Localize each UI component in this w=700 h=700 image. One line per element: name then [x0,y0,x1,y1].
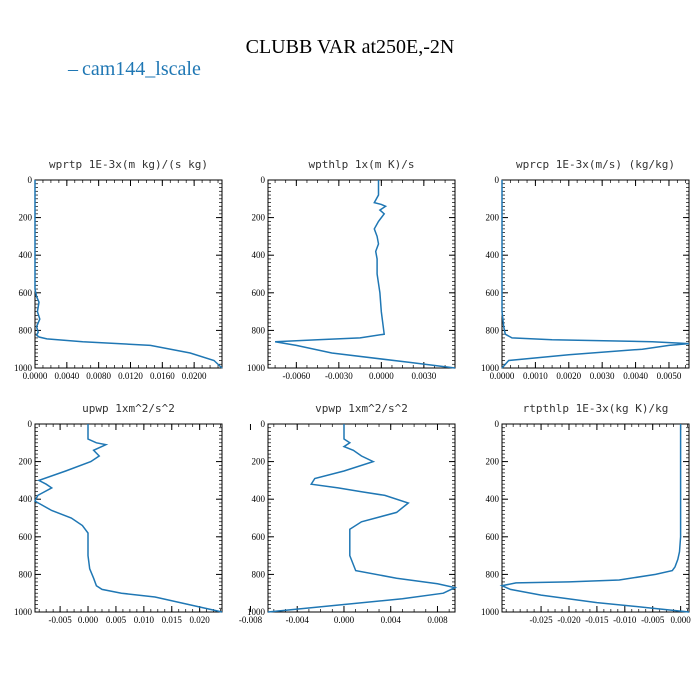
y-tick-label: 600 [252,532,266,542]
x-tick-label: -0.0060 [282,371,310,381]
plot-frame [501,179,690,369]
y-tick-label: 200 [19,457,33,467]
x-tick-label: 0.0200 [182,371,207,381]
x-tick-label: 0.0010 [523,371,548,381]
x-tick-label: 0.008 [427,615,448,625]
x-tick-label: 0.005 [106,615,127,625]
y-tick-label: 200 [252,457,266,467]
series-line [501,180,690,369]
x-tick-label: -0.005 [48,615,72,625]
y-tick-label: 400 [252,494,266,504]
y-tick-label: 600 [486,532,500,542]
y-tick-label: 800 [252,569,266,579]
x-tick-label: 0.0000 [23,371,48,381]
y-tick-label: 0 [261,175,266,185]
x-tick-label: 0.020 [190,615,211,625]
y-tick-label: 1000 [14,607,33,617]
y-tick-label: 800 [252,325,266,335]
x-tick-label: 0.000 [78,615,99,625]
y-tick-label: 400 [486,494,500,504]
x-tick-label: 0.0000 [369,371,394,381]
series-line [499,424,690,613]
x-tick-label: 0.0040 [54,371,79,381]
legend-label: cam144_lscale [82,58,201,80]
x-tick-label: -0.004 [286,615,310,625]
y-tick-label: 400 [252,250,266,260]
series-line [274,180,456,369]
chart-panel-4: upwp 1xm^2/s^2 0 200 400 600 800 1000 -0.005 0.0… [14,402,223,625]
y-tick-label: 1000 [481,607,500,617]
chart-title: wpthlp 1x(m K)/s [309,158,415,171]
y-tick-label: 600 [486,288,500,298]
y-tick-label: 600 [252,288,266,298]
plot-frame [267,423,456,613]
legend-line-icon: – [68,58,78,80]
y-tick-label: 1000 [481,363,500,373]
y-tick-label: 1000 [247,363,266,373]
x-tick-label: 0.0050 [657,371,682,381]
x-tick-label: 0.0030 [411,371,436,381]
page-title: CLUBB VAR at250E,-2N [245,36,455,58]
x-tick-label: 0.0080 [86,371,111,381]
chart-title: wprtp 1E-3x(m kg)/(s kg) [49,158,208,171]
y-tick-label: 200 [486,213,500,223]
chart-title: wprcp 1E-3x(m/s) (kg/kg) [516,158,675,171]
y-tick-label: 200 [19,213,33,223]
y-tick-label: 400 [19,494,33,504]
x-tick-label: -0.005 [641,615,665,625]
x-tick-label: 0.000 [334,615,355,625]
x-tick-label: 0.0160 [150,371,175,381]
y-tick-label: 800 [19,569,33,579]
series-line [267,424,458,613]
y-tick-label: 1000 [247,607,266,617]
y-tick-label: 0 [28,419,33,429]
x-tick-label: -0.025 [529,615,553,625]
plot-frame [501,423,690,613]
x-tick-label: 0.0000 [490,371,515,381]
y-tick-label: 0 [495,175,500,185]
x-tick-label: -0.015 [585,615,609,625]
x-tick-label: 0.0030 [590,371,615,381]
chart-panel-1: wprtp 1E-3x(m kg)/(s kg) 0 200 400 600 800 100… [14,158,223,381]
plot-frame [34,423,223,613]
y-tick-label: 0 [261,419,266,429]
chart-panel-2: wpthlp 1x(m K)/s 0 200 400 600 800 1000 -0.0060… [247,158,456,381]
y-tick-label: 400 [486,250,500,260]
x-tick-label: -0.020 [557,615,581,625]
x-tick-label: -0.008 [239,615,263,625]
chart-title: rtpthlp 1E-3x(kg K)/kg [523,402,669,415]
y-tick-label: 0 [28,175,33,185]
y-tick-label: 800 [486,325,500,335]
y-tick-label: 200 [486,457,500,467]
x-tick-label: 0.010 [134,615,155,625]
series-line [34,424,223,613]
x-tick-label: -0.010 [613,615,637,625]
chart-panel-3: wprcp 1E-3x(m/s) (kg/kg) 0 200 400 600 800 100… [481,158,690,381]
x-tick-label: 0.0120 [118,371,143,381]
chart-panel-6: rtpthlp 1E-3x(kg K)/kg 0 200 400 600 800 1000 -… [481,402,691,625]
chart-panel-5: vpwp 1xm^2/s^2 0 200 400 600 800 1000-0.008 -0.… [239,402,458,625]
x-tick-label: 0.0040 [623,371,648,381]
y-tick-label: 800 [19,325,33,335]
y-tick-label: 600 [19,532,33,542]
x-tick-label: 0.000 [671,615,692,625]
series-line [34,180,223,369]
legend: – cam144_lscale [68,58,201,81]
y-tick-label: 1000 [14,363,33,373]
chart-title: vpwp 1xm^2/s^2 [315,402,408,415]
y-tick-label: 200 [252,213,266,223]
x-tick-label: 0.0020 [556,371,581,381]
x-tick-label: 0.004 [381,615,402,625]
y-tick-label: 600 [19,288,33,298]
x-tick-label: 0.015 [162,615,183,625]
y-tick-label: 800 [486,569,500,579]
y-tick-label: 400 [19,250,33,260]
chart-title: upwp 1xm^2/s^2 [82,402,175,415]
x-tick-label: -0.0030 [325,371,353,381]
y-tick-label: 0 [495,419,500,429]
plot-frame [267,179,456,369]
